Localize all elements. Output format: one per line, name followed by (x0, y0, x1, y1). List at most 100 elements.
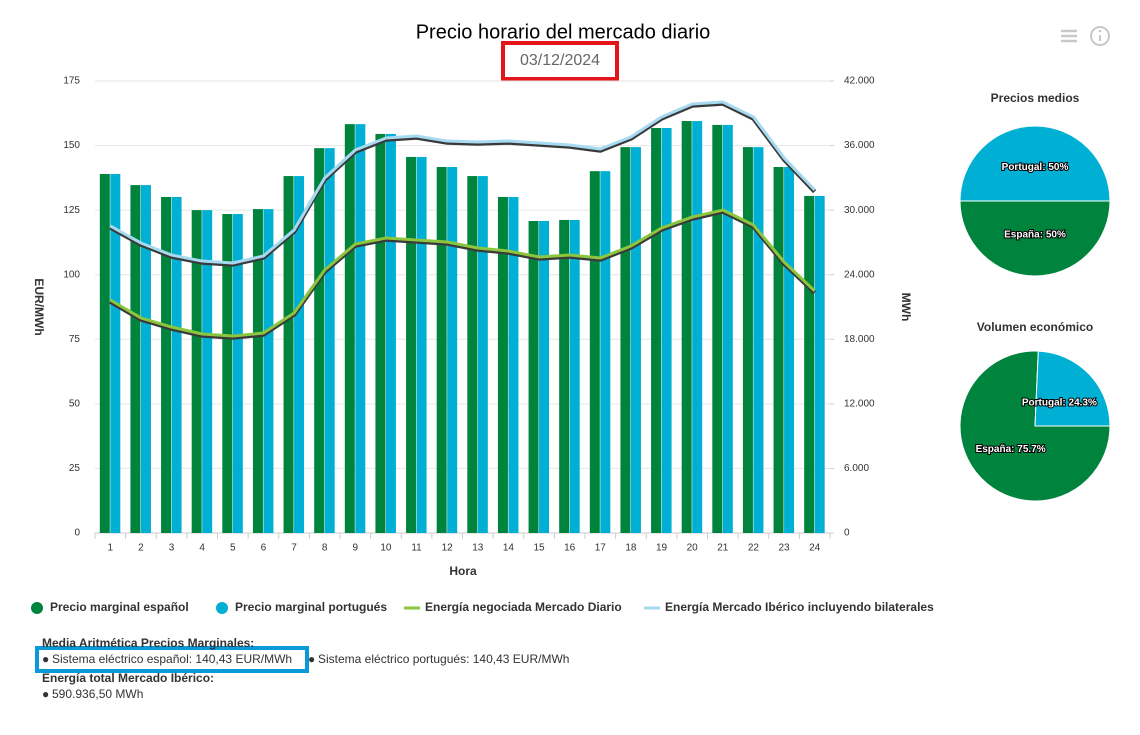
pie-title: Precios medios (991, 91, 1080, 105)
bar (314, 148, 325, 533)
bar (559, 219, 570, 534)
legend-marker (216, 602, 228, 614)
bar (753, 147, 764, 533)
pie-slice (1034, 350, 1111, 427)
x-tick-label: 3 (169, 543, 175, 554)
x-tick-label: 18 (625, 543, 637, 554)
pie-title: Volumen económico (977, 320, 1093, 334)
x-tick-label: 23 (779, 543, 791, 554)
x-tick-label: 6 (261, 543, 267, 554)
y2-tick-label: 36.000 (844, 140, 875, 151)
bar (130, 185, 141, 533)
pie-slice (959, 200, 1111, 277)
x-tick-label: 14 (503, 543, 515, 554)
x-tick-label: 24 (809, 543, 821, 554)
x-tick-label: 12 (442, 543, 454, 554)
y-tick-label: 150 (63, 140, 80, 151)
y-axis-title: EUR/MWh (32, 278, 46, 335)
bar (784, 167, 795, 533)
bar (508, 196, 519, 534)
bar (222, 214, 233, 533)
bar (692, 121, 703, 533)
bar (324, 148, 335, 533)
bar (171, 196, 182, 534)
x-tick-label: 15 (534, 543, 546, 554)
pie-slice (959, 125, 1111, 202)
y2-tick-label: 30.000 (844, 205, 875, 216)
x-tick-label: 21 (717, 543, 729, 554)
bar (406, 156, 417, 533)
x-tick-label: 11 (411, 543, 422, 554)
x-tick-label: 17 (595, 543, 607, 554)
bar (528, 220, 539, 534)
summary-item: Sistema eléctrico portugués: 140,43 EUR/… (318, 652, 569, 666)
bullet: ● (308, 652, 315, 666)
pie-label: España: 75.7% (976, 444, 1046, 455)
bar (283, 176, 294, 534)
pie-label: Portugal: 50% (1002, 162, 1069, 173)
bar (814, 195, 825, 534)
bar (140, 185, 151, 533)
bar (742, 147, 753, 533)
x-tick-label: 7 (291, 543, 297, 554)
y2-tick-label: 18.000 (844, 334, 875, 345)
chart-title: Precio horario del mercado diario (416, 21, 711, 43)
bar (110, 173, 121, 534)
highlight-box (35, 646, 309, 673)
bar (681, 121, 692, 533)
y2-tick-label: 42.000 (844, 76, 875, 87)
y2-tick-label: 12.000 (844, 398, 875, 409)
summary-title: Energía total Mercado Ibérico: (42, 671, 214, 685)
bar (569, 219, 580, 534)
bar (294, 176, 305, 534)
legend-item[interactable]: Precio marginal español (31, 600, 189, 614)
menu-icon[interactable] (1061, 29, 1077, 43)
legend-item[interactable]: Energía negociada Mercado Diario (404, 600, 622, 614)
bar (477, 176, 488, 534)
y2-tick-label: 6.000 (844, 463, 869, 474)
legend-item[interactable]: Energía Mercado Ibérico incluyendo bilat… (644, 600, 934, 614)
bar (99, 173, 110, 534)
bar (263, 209, 274, 533)
legend-marker (31, 602, 43, 614)
bar (355, 124, 366, 533)
legend-label: Precio marginal portugués (235, 600, 387, 614)
x-tick-label: 5 (230, 543, 236, 554)
bar (497, 196, 508, 534)
bar (589, 171, 600, 533)
x-tick-label: 13 (472, 543, 484, 554)
x-tick-label: 20 (687, 543, 699, 554)
info-icon[interactable] (1090, 26, 1110, 46)
bullet: ● (42, 652, 49, 666)
bar (630, 147, 641, 533)
x-tick-label: 9 (353, 543, 359, 554)
bar (600, 171, 611, 533)
x-tick-label: 4 (199, 543, 205, 554)
y2-axis-title: MWh (899, 293, 913, 322)
x-axis-title: Hora (449, 564, 477, 578)
legend-item[interactable]: Precio marginal portugués (216, 600, 387, 614)
y2-tick-label: 24.000 (844, 269, 875, 280)
bar (375, 133, 386, 533)
y-tick-label: 75 (69, 334, 81, 345)
x-tick-label: 8 (322, 543, 328, 554)
bar (804, 195, 815, 534)
bar (620, 147, 631, 533)
y-tick-label: 125 (63, 205, 80, 216)
bullet: ● (42, 687, 49, 701)
line (109, 208, 816, 338)
chart-subtitle: 03/12/2024 (520, 52, 600, 69)
y-tick-label: 0 (74, 528, 80, 539)
summary-item: Sistema eléctrico español: 140,43 EUR/MW… (52, 652, 292, 666)
bar (202, 210, 213, 533)
bar (773, 167, 784, 533)
legend-label: Energía negociada Mercado Diario (425, 600, 622, 614)
x-tick-label: 2 (138, 543, 144, 554)
line-shadow (109, 101, 817, 267)
bar (539, 220, 550, 534)
bar (416, 156, 427, 533)
bar (661, 128, 672, 533)
pie-label: Portugal: 24.3% (1022, 397, 1097, 408)
legend-label: Energía Mercado Ibérico incluyendo bilat… (665, 600, 934, 614)
